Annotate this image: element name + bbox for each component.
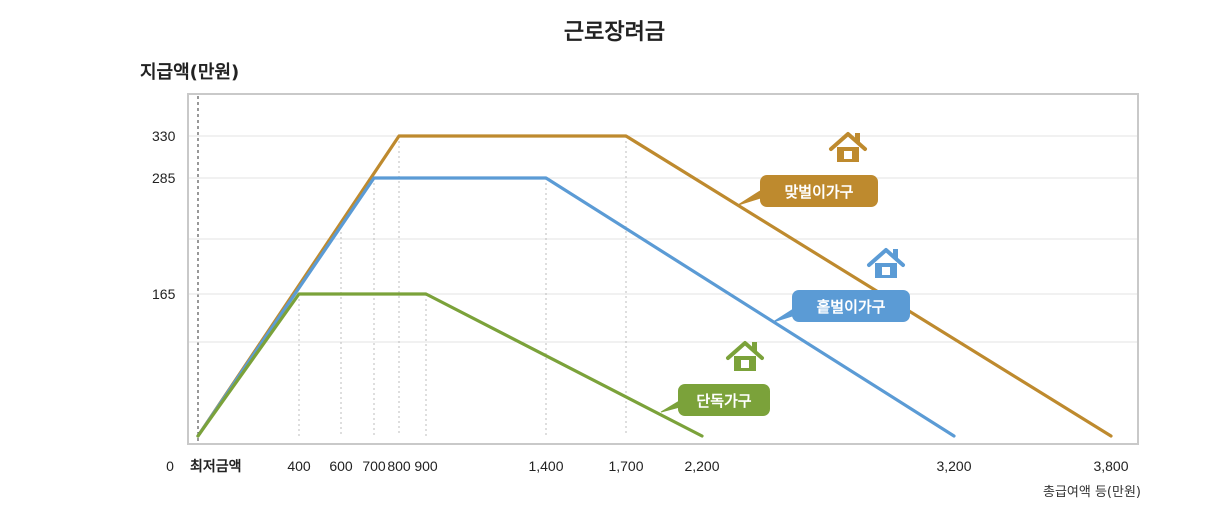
series-line	[196, 292, 704, 438]
series-label: 맞벌이가구	[784, 183, 853, 201]
series-line	[196, 134, 1113, 438]
house-window	[882, 267, 890, 275]
x-tick-label: 700	[362, 458, 386, 474]
x-axis-label: 총급여액 등(만원)	[1043, 485, 1141, 500]
x-tick-label: 3,800	[1093, 458, 1128, 474]
house-chimney	[752, 342, 757, 351]
callout-box	[760, 175, 878, 207]
x-tick-label: 600	[329, 458, 353, 474]
x-tick-label: 800	[387, 458, 411, 474]
y-tick-label: 165	[152, 286, 176, 302]
y-tick-label: 285	[152, 170, 176, 186]
house-roof	[829, 132, 867, 151]
y-axis-label: 지급액(만원)	[140, 62, 240, 83]
x-tick-label: 2,200	[684, 458, 719, 474]
min-amount-label: 최저금액	[190, 458, 242, 474]
house-icon	[867, 248, 905, 278]
x-tick-label: 1,700	[608, 458, 643, 474]
house-icon	[726, 341, 764, 371]
series-line	[196, 176, 956, 438]
house-roof	[867, 248, 905, 267]
x-tick-label: 900	[414, 458, 438, 474]
callout-box	[678, 384, 770, 416]
chart-title: 근로장려금	[563, 20, 666, 45]
callout-box	[792, 290, 910, 322]
series-label: 단독가구	[696, 392, 751, 410]
plot-frame	[187, 93, 1139, 445]
x-tick-label: 400	[287, 458, 311, 474]
house-roof	[726, 341, 764, 360]
house-window	[844, 151, 852, 159]
x-tick-label: 1,400	[528, 458, 563, 474]
house-icon	[829, 132, 867, 162]
house-chimney	[893, 249, 898, 258]
x-tick-label: 0	[166, 458, 174, 474]
y-tick-label: 330	[152, 128, 176, 144]
house-window	[741, 360, 749, 368]
house-chimney	[855, 133, 860, 142]
x-tick-label: 3,200	[936, 458, 971, 474]
series-label: 홑벌이가구	[816, 298, 885, 316]
